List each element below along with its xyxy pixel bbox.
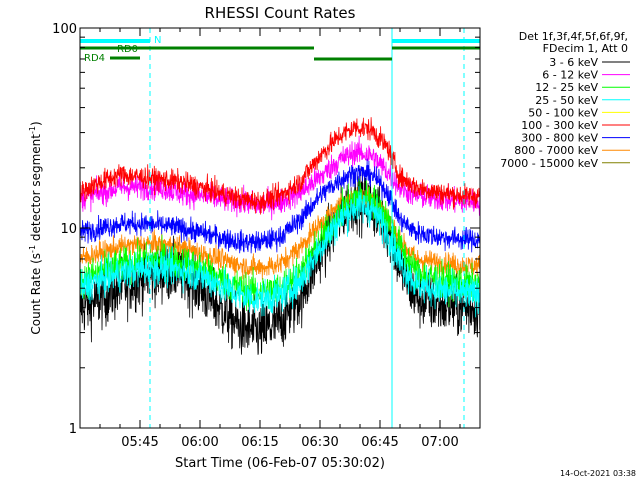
chart-title: RHESSI Count Rates (205, 4, 356, 22)
attenuator-state-label: N (154, 35, 161, 46)
x-tick-label: 06:15 (241, 435, 278, 450)
legend-entry-label: 7000 - 15000 keV (500, 157, 598, 170)
x-axis: 05:45 06:00 06:15 06:30 06:45 07:00 (99, 28, 481, 450)
y-axis-label-part: ) (29, 121, 43, 126)
series-line (80, 135, 480, 221)
legend-entry-label: 800 - 7000 keV (514, 144, 598, 157)
y-tick-label: 1 (69, 422, 77, 437)
decimation-label-rd0: RD0 (117, 44, 138, 55)
y-tick-label: 100 (52, 22, 77, 37)
x-tick-label: 06:45 (361, 435, 398, 450)
y-axis-label-part: detector segment (29, 134, 43, 245)
legend: Det 1f,3f,4f,5f,6f,9f, FDecim 1, Att 0 3… (500, 30, 630, 170)
x-tick-label: 06:30 (301, 435, 338, 450)
legend-header-line: FDecim 1, Att 0 (543, 42, 628, 55)
x-tick-label: 06:00 (181, 435, 218, 450)
x-tick-label: 05:45 (121, 435, 158, 450)
series-layer (80, 117, 480, 355)
plot-area (80, 28, 480, 428)
legend-entry-label: 300 - 800 keV (521, 132, 598, 145)
legend-entry-label: 3 - 6 keV (549, 56, 598, 69)
x-tick-label: 07:00 (421, 435, 458, 450)
legend-entry-label: 25 - 50 keV (535, 94, 598, 107)
legend-entry-label: 6 - 12 keV (542, 69, 598, 82)
legend-entry-label: 50 - 100 keV (528, 106, 598, 119)
y-axis: 1 10 100 (52, 22, 480, 437)
overlay-layer (80, 28, 480, 428)
legend-header-line: Det 1f,3f,4f,5f,6f,9f, (519, 30, 628, 43)
footer-timestamp: 14-Oct-2021 03:38 (560, 469, 636, 478)
series-line (80, 186, 480, 318)
y-axis-label: Count Rate (s-1 detector segment-1) (28, 121, 43, 334)
y-axis-label-superscript: -1 (28, 126, 37, 134)
series-line (80, 158, 480, 254)
legend-entry-label: 100 - 300 keV (521, 119, 598, 132)
y-tick-label: 10 (60, 222, 77, 237)
y-axis-label-part: Count Rate (s (29, 253, 43, 335)
series-line (80, 117, 480, 215)
x-axis-label: Start Time (06-Feb-07 05:30:02) (175, 456, 385, 471)
y-axis-label-superscript: -1 (28, 245, 37, 253)
legend-entry-label: 12 - 25 keV (535, 81, 598, 94)
decimation-label-rd4: RD4 (84, 53, 105, 64)
